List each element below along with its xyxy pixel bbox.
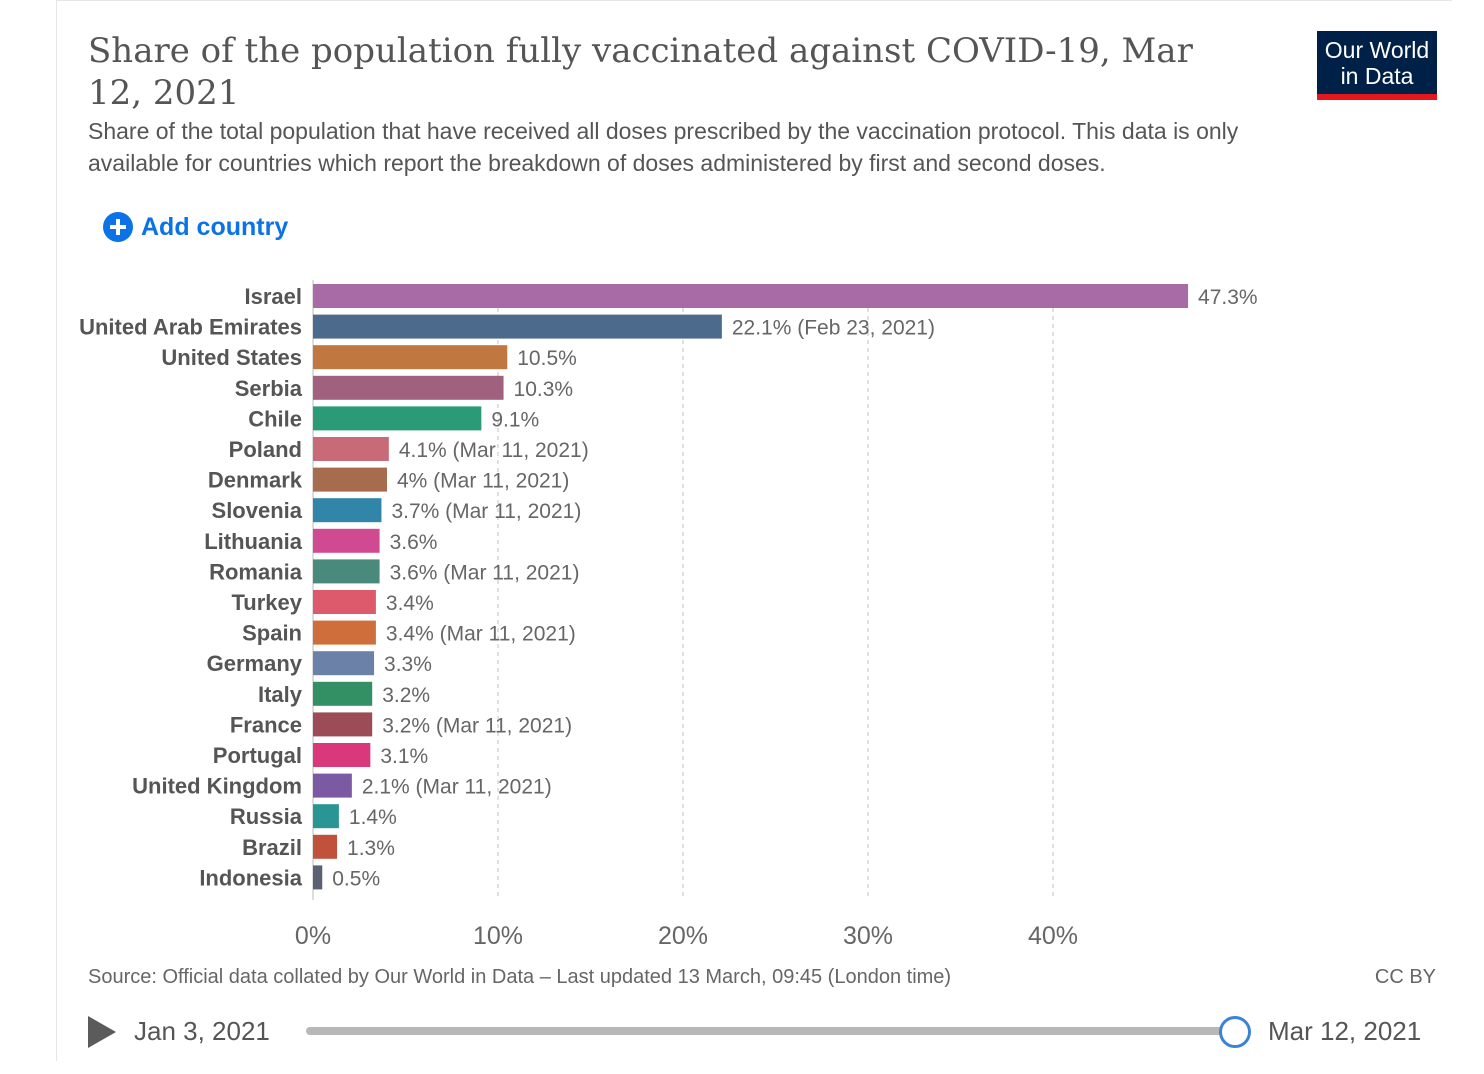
category-label: Israel (245, 284, 303, 309)
chart-title: Share of the population fully vaccinated… (88, 31, 1193, 113)
bar[interactable] (313, 375, 504, 400)
category-label: Romania (209, 559, 303, 584)
category-label: United Arab Emirates (79, 315, 302, 340)
category-label: Lithuania (204, 529, 303, 554)
value-label: 10.5% (517, 347, 577, 370)
add-country-label: Add country (141, 212, 289, 241)
value-label: 3.4% (386, 592, 434, 615)
value-label: 47.3% (1198, 286, 1258, 309)
category-label: United Kingdom (132, 774, 302, 799)
value-label: 2.1% (Mar 11, 2021) (362, 776, 552, 799)
bar[interactable] (313, 467, 387, 492)
x-tick-label: 0% (295, 922, 331, 950)
category-label: Germany (207, 651, 303, 676)
category-label: Italy (258, 682, 303, 707)
value-label: 4.1% (Mar 11, 2021) (399, 439, 589, 462)
category-label: Poland (229, 437, 302, 462)
value-label: 22.1% (Feb 23, 2021) (732, 317, 935, 340)
category-label: Spain (242, 621, 302, 646)
category-label: Serbia (235, 376, 303, 401)
bar[interactable] (313, 406, 482, 431)
plus-circle-icon (103, 212, 133, 242)
category-label: Indonesia (199, 865, 302, 890)
timeline-end-label: Mar 12, 2021 (1268, 1016, 1422, 1046)
category-label: Denmark (208, 468, 303, 493)
value-label: 3.6% (390, 531, 438, 554)
category-label: Russia (230, 804, 303, 829)
owid-logo[interactable]: Our World in Data (1317, 31, 1437, 100)
category-label: United States (161, 345, 302, 370)
value-label: 3.2% (Mar 11, 2021) (382, 714, 572, 737)
value-label: 3.2% (382, 684, 430, 707)
bar[interactable] (313, 528, 380, 553)
license-link[interactable]: CC BY (1374, 966, 1436, 988)
play-button[interactable] (88, 1016, 116, 1048)
bar[interactable] (313, 712, 373, 737)
bar[interactable] (313, 743, 371, 767)
timeline-track[interactable] (306, 1027, 1236, 1035)
bar[interactable] (313, 804, 339, 829)
bar[interactable] (313, 681, 373, 706)
category-label: Slovenia (212, 498, 303, 523)
bar[interactable] (313, 773, 352, 798)
chart-subtitle: Share of the total population that have … (88, 118, 1239, 176)
logo-line-2: in Data (1340, 63, 1414, 89)
value-label: 3.1% (380, 745, 428, 768)
x-tick-label: 20% (658, 922, 708, 950)
timeline: Jan 3, 2021 Mar 12, 2021 (88, 1010, 1448, 1054)
bar-chart: 0% 10% 20% 30% 40% Israel 47.3% United Arab Emi… (79, 280, 1258, 950)
value-label: 3.7% (Mar 11, 2021) (391, 500, 581, 523)
bar[interactable] (313, 865, 323, 890)
bar[interactable] (313, 345, 508, 370)
x-tick-label: 10% (473, 922, 523, 950)
category-label: France (230, 712, 302, 737)
value-label: 1.4% (349, 806, 397, 829)
value-label: 9.1% (491, 408, 539, 431)
bar[interactable] (313, 834, 338, 859)
category-label: Portugal (213, 743, 302, 768)
value-label: 1.3% (347, 837, 395, 860)
bar[interactable] (313, 498, 382, 523)
bar[interactable] (313, 314, 722, 339)
bar[interactable] (313, 284, 1189, 308)
category-label: Brazil (242, 835, 302, 860)
bar[interactable] (313, 559, 380, 584)
chart-frame (56, 0, 1452, 1061)
value-label: 10.3% (514, 378, 574, 401)
value-label: 0.5% (332, 867, 380, 890)
value-label: 3.4% (Mar 11, 2021) (386, 623, 576, 646)
value-label: 3.3% (384, 653, 432, 676)
bar[interactable] (313, 590, 376, 614)
logo-line-1: Our World (1324, 37, 1430, 63)
source-note: Source: Official data collated by Our Wo… (88, 966, 952, 988)
add-country-button[interactable]: Add country (103, 210, 288, 244)
value-label: 4% (Mar 11, 2021) (397, 470, 569, 493)
timeline-handle[interactable] (1219, 1016, 1251, 1048)
bar[interactable] (313, 651, 375, 676)
bar[interactable] (313, 437, 389, 461)
value-label: 3.6% (Mar 11, 2021) (390, 561, 580, 584)
timeline-start-label: Jan 3, 2021 (134, 1016, 270, 1046)
x-tick-label: 30% (843, 922, 893, 950)
category-label: Chile (248, 406, 302, 431)
bar[interactable] (313, 620, 376, 645)
category-label: Turkey (231, 590, 302, 615)
x-tick-label: 40% (1028, 922, 1078, 950)
